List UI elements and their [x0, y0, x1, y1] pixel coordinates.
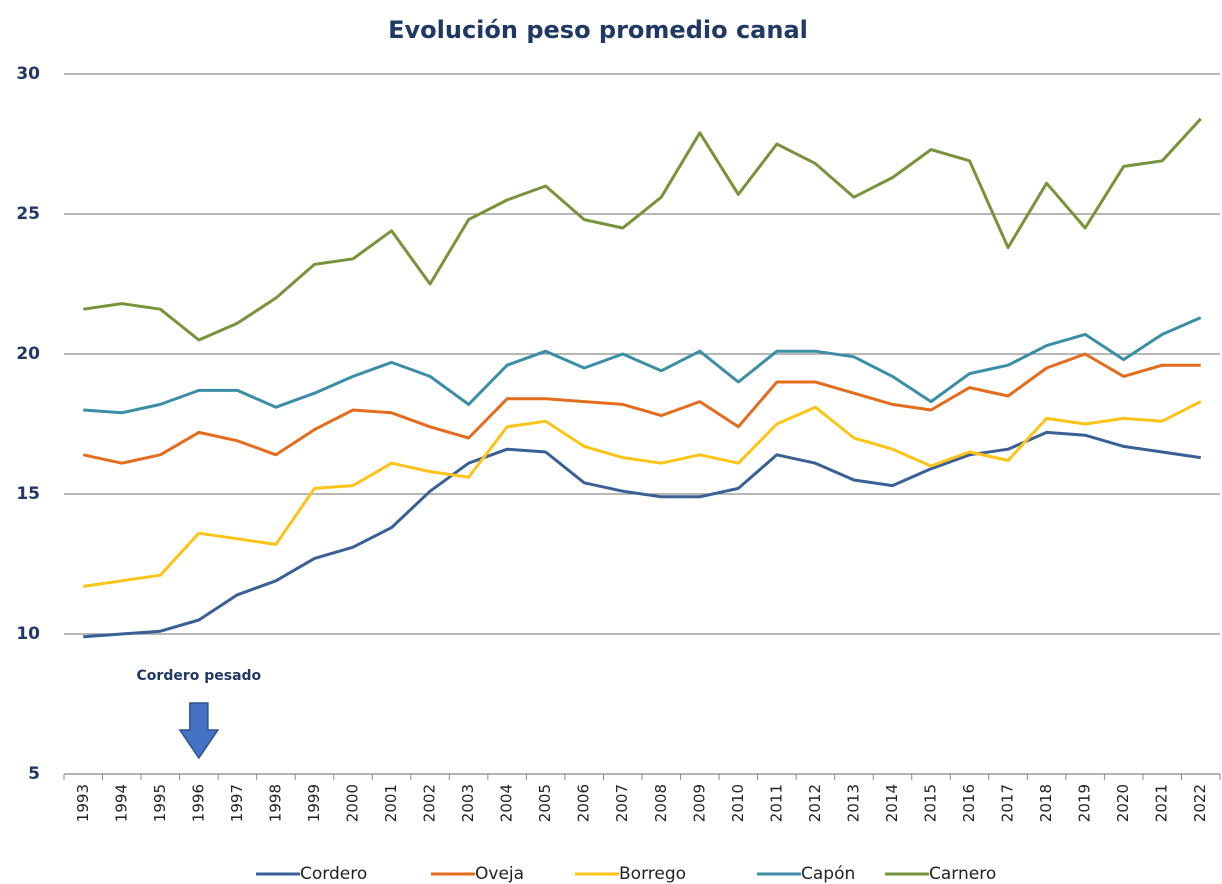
legend-label: Oveja [475, 864, 524, 884]
x-tick-label: 2013 [844, 784, 862, 822]
series-line [82, 352, 1201, 465]
x-tick-label: 2019 [1076, 784, 1094, 822]
x-tick-label: 2007 [613, 784, 631, 822]
y-tick-label: 5 [28, 764, 40, 784]
x-tick-label: 2000 [344, 784, 362, 822]
x-tick-label: 1997 [228, 784, 246, 822]
x-tick-label: 1996 [189, 784, 207, 822]
x-tick-label: 2004 [498, 784, 516, 822]
series-line [83, 430, 1201, 639]
x-tick-label: 2008 [652, 784, 670, 822]
series-line [83, 316, 1202, 415]
annotation: Cordero pesado [137, 668, 262, 684]
x-tick-label: 2010 [729, 784, 747, 822]
series-line [83, 117, 1202, 342]
legend-label: Borrego [619, 864, 686, 884]
x-tick-label: 2014 [883, 784, 901, 822]
legend-label: Carnero [929, 864, 996, 884]
x-tick-label: 2016 [960, 784, 978, 822]
x-tick-label: 2017 [999, 784, 1017, 822]
x-tick-label: 2022 [1191, 784, 1209, 822]
annotation-arrow [178, 702, 220, 760]
x-tick-label: 1999 [305, 784, 323, 822]
x-tick-label: 1993 [74, 784, 92, 822]
x-tick-label: 2009 [690, 784, 708, 822]
y-tick-label: 25 [16, 204, 40, 224]
y-tick-label: 15 [16, 484, 40, 504]
y-tick-label: 30 [16, 64, 40, 84]
x-tick-label: 2002 [421, 784, 439, 822]
x-tick-label: 2021 [1153, 784, 1171, 822]
series-line [83, 400, 1202, 588]
x-tick-label: 2011 [767, 784, 785, 822]
x-tick-label: 2012 [806, 784, 824, 822]
x-tick-label: 2020 [1114, 784, 1132, 822]
x-tick-label: 2006 [575, 784, 593, 822]
y-tick-label: 20 [16, 344, 40, 364]
x-tick-label: 2018 [1037, 784, 1055, 822]
y-tick-label: 10 [16, 624, 40, 644]
legend-label: Capón [801, 864, 855, 884]
x-tick-label: 2003 [459, 784, 477, 822]
chart-title: Evolución peso promedio canal [388, 16, 808, 44]
x-tick-label: 2015 [922, 784, 940, 822]
x-tick-label: 2005 [536, 784, 554, 822]
x-tick-label: 1998 [266, 784, 284, 822]
x-tick-label: 1994 [112, 784, 130, 822]
x-tick-label: 1995 [151, 784, 169, 822]
legend-label: Cordero [300, 864, 367, 884]
x-tick-label: 2001 [382, 784, 400, 822]
